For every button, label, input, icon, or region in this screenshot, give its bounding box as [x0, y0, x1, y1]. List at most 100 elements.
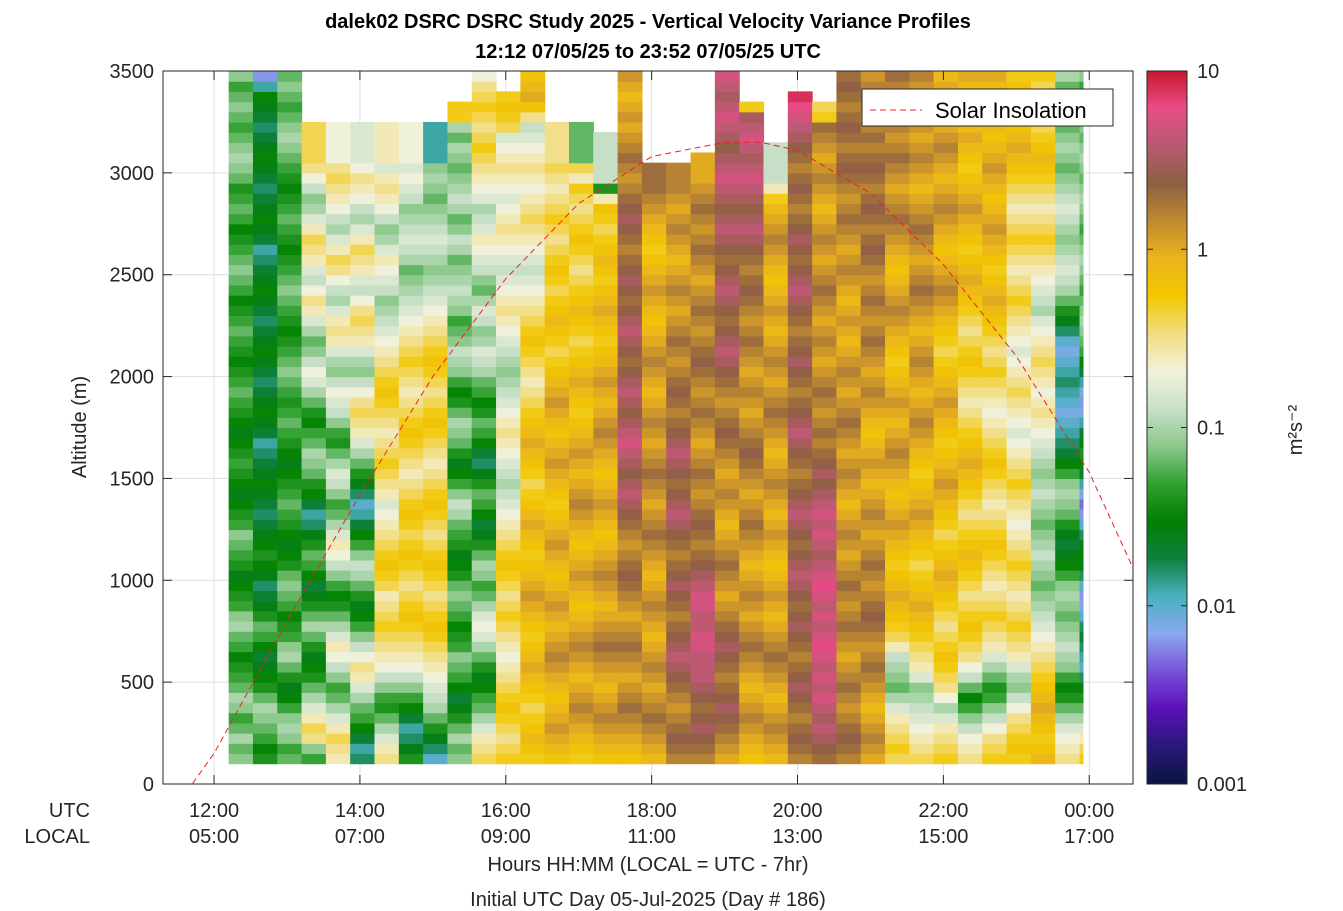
heatmap-cell	[252, 376, 278, 388]
heatmap-cell	[277, 71, 303, 82]
heatmap-cell	[374, 203, 400, 215]
heatmap-cell	[544, 641, 570, 653]
heatmap-cell	[641, 519, 667, 530]
heatmap-cell	[1079, 152, 1084, 164]
heatmap-cell	[666, 539, 692, 551]
heatmap-cell	[1055, 315, 1081, 327]
legend-label-solar: Solar Insolation	[935, 98, 1087, 123]
heatmap-cell	[812, 621, 838, 632]
heatmap-cell	[1030, 356, 1056, 367]
heatmap-cell	[1055, 580, 1081, 592]
heatmap-cell	[957, 539, 983, 551]
heatmap-cell	[739, 142, 765, 154]
heatmap-cell	[885, 641, 910, 653]
heatmap-cell	[350, 183, 376, 194]
heatmap-cell	[228, 437, 254, 449]
heatmap-cell	[277, 284, 303, 296]
heatmap-cell	[1030, 590, 1056, 602]
heatmap-cell	[544, 193, 570, 205]
heatmap-cell	[909, 213, 935, 225]
heatmap-cell	[812, 570, 838, 581]
heatmap-cell	[933, 152, 959, 164]
heatmap-cell	[617, 641, 643, 653]
heatmap-cell	[690, 488, 716, 500]
heatmap-cell	[885, 193, 910, 205]
heatmap-cell	[1030, 376, 1056, 388]
heatmap-cell	[423, 468, 449, 480]
heatmap-cell	[933, 437, 959, 449]
heatmap-cell	[714, 712, 740, 724]
heatmap-cell	[714, 529, 740, 541]
heatmap-cell	[350, 223, 376, 235]
colorbar-label: m²s⁻²	[1285, 404, 1307, 455]
heatmap-cell	[617, 91, 643, 103]
heatmap-cell	[471, 519, 497, 530]
heatmap-cell	[301, 203, 327, 215]
heatmap-cell	[423, 733, 449, 744]
heatmap-cell	[374, 346, 400, 357]
heatmap-cell	[812, 559, 838, 571]
heatmap-cell	[933, 162, 959, 174]
heatmap-cell	[787, 295, 813, 306]
heatmap-cell	[1006, 366, 1032, 378]
heatmap-cell	[423, 478, 449, 490]
heatmap-cell	[1030, 162, 1056, 174]
heatmap-cell	[739, 132, 765, 143]
heatmap-cell	[568, 264, 594, 276]
heatmap-cell	[763, 346, 789, 357]
heatmap-cell	[1055, 692, 1081, 704]
heatmap-cell	[447, 376, 473, 388]
heatmap-cell	[860, 610, 886, 622]
heatmap-cell	[860, 733, 886, 744]
heatmap-cell	[520, 295, 546, 306]
heatmap-cell	[228, 233, 254, 245]
heatmap-cell	[787, 447, 813, 459]
heatmap-cell	[982, 366, 1008, 378]
heatmap-cell	[763, 437, 789, 449]
heatmap-cell	[763, 274, 789, 286]
heatmap-cell	[617, 111, 643, 123]
heatmap-cell	[617, 264, 643, 276]
heatmap-cell	[666, 346, 692, 357]
heatmap-cell	[1079, 172, 1084, 184]
heatmap-cell	[447, 335, 473, 347]
heatmap-cell	[787, 152, 813, 164]
heatmap-cell	[593, 417, 619, 429]
heatmap-cell	[933, 590, 959, 602]
heatmap-cell	[423, 641, 449, 653]
heatmap-cell	[982, 315, 1008, 327]
heatmap-cell	[496, 549, 521, 561]
heatmap-cell	[350, 631, 376, 642]
heatmap-cell	[714, 458, 740, 469]
x-tick-label-local-2: 09:00	[481, 826, 531, 848]
heatmap-cell	[1055, 183, 1081, 194]
heatmap-cell	[885, 600, 910, 612]
heatmap-cell	[957, 600, 983, 612]
heatmap-cell	[763, 498, 789, 510]
heatmap-cell	[1055, 621, 1081, 632]
heatmap-cell	[471, 223, 497, 235]
heatmap-cell	[228, 712, 254, 724]
heatmap-cell	[739, 254, 765, 266]
heatmap-cell	[496, 325, 521, 337]
heatmap-cell	[228, 213, 254, 225]
heatmap-cell	[398, 284, 424, 296]
heatmap-cell	[617, 508, 643, 520]
heatmap-cell	[471, 539, 497, 551]
heatmap-cell	[787, 641, 813, 653]
heatmap-cell	[398, 366, 424, 378]
heatmap-cell	[325, 203, 351, 215]
heatmap-cell	[1006, 81, 1032, 92]
y-tick-label-1: 500	[121, 672, 154, 694]
heatmap-cell	[641, 539, 667, 551]
heatmap-cell	[1079, 641, 1084, 653]
heatmap-cell	[1030, 295, 1056, 306]
heatmap-cell	[933, 468, 959, 480]
heatmap-cell	[617, 81, 643, 92]
heatmap-cell	[1079, 132, 1084, 143]
heatmap-cell	[933, 682, 959, 693]
heatmap-cell	[277, 539, 303, 551]
heatmap-cell	[1006, 600, 1032, 612]
heatmap-cell	[1030, 580, 1056, 592]
heatmap-cell	[690, 621, 716, 632]
